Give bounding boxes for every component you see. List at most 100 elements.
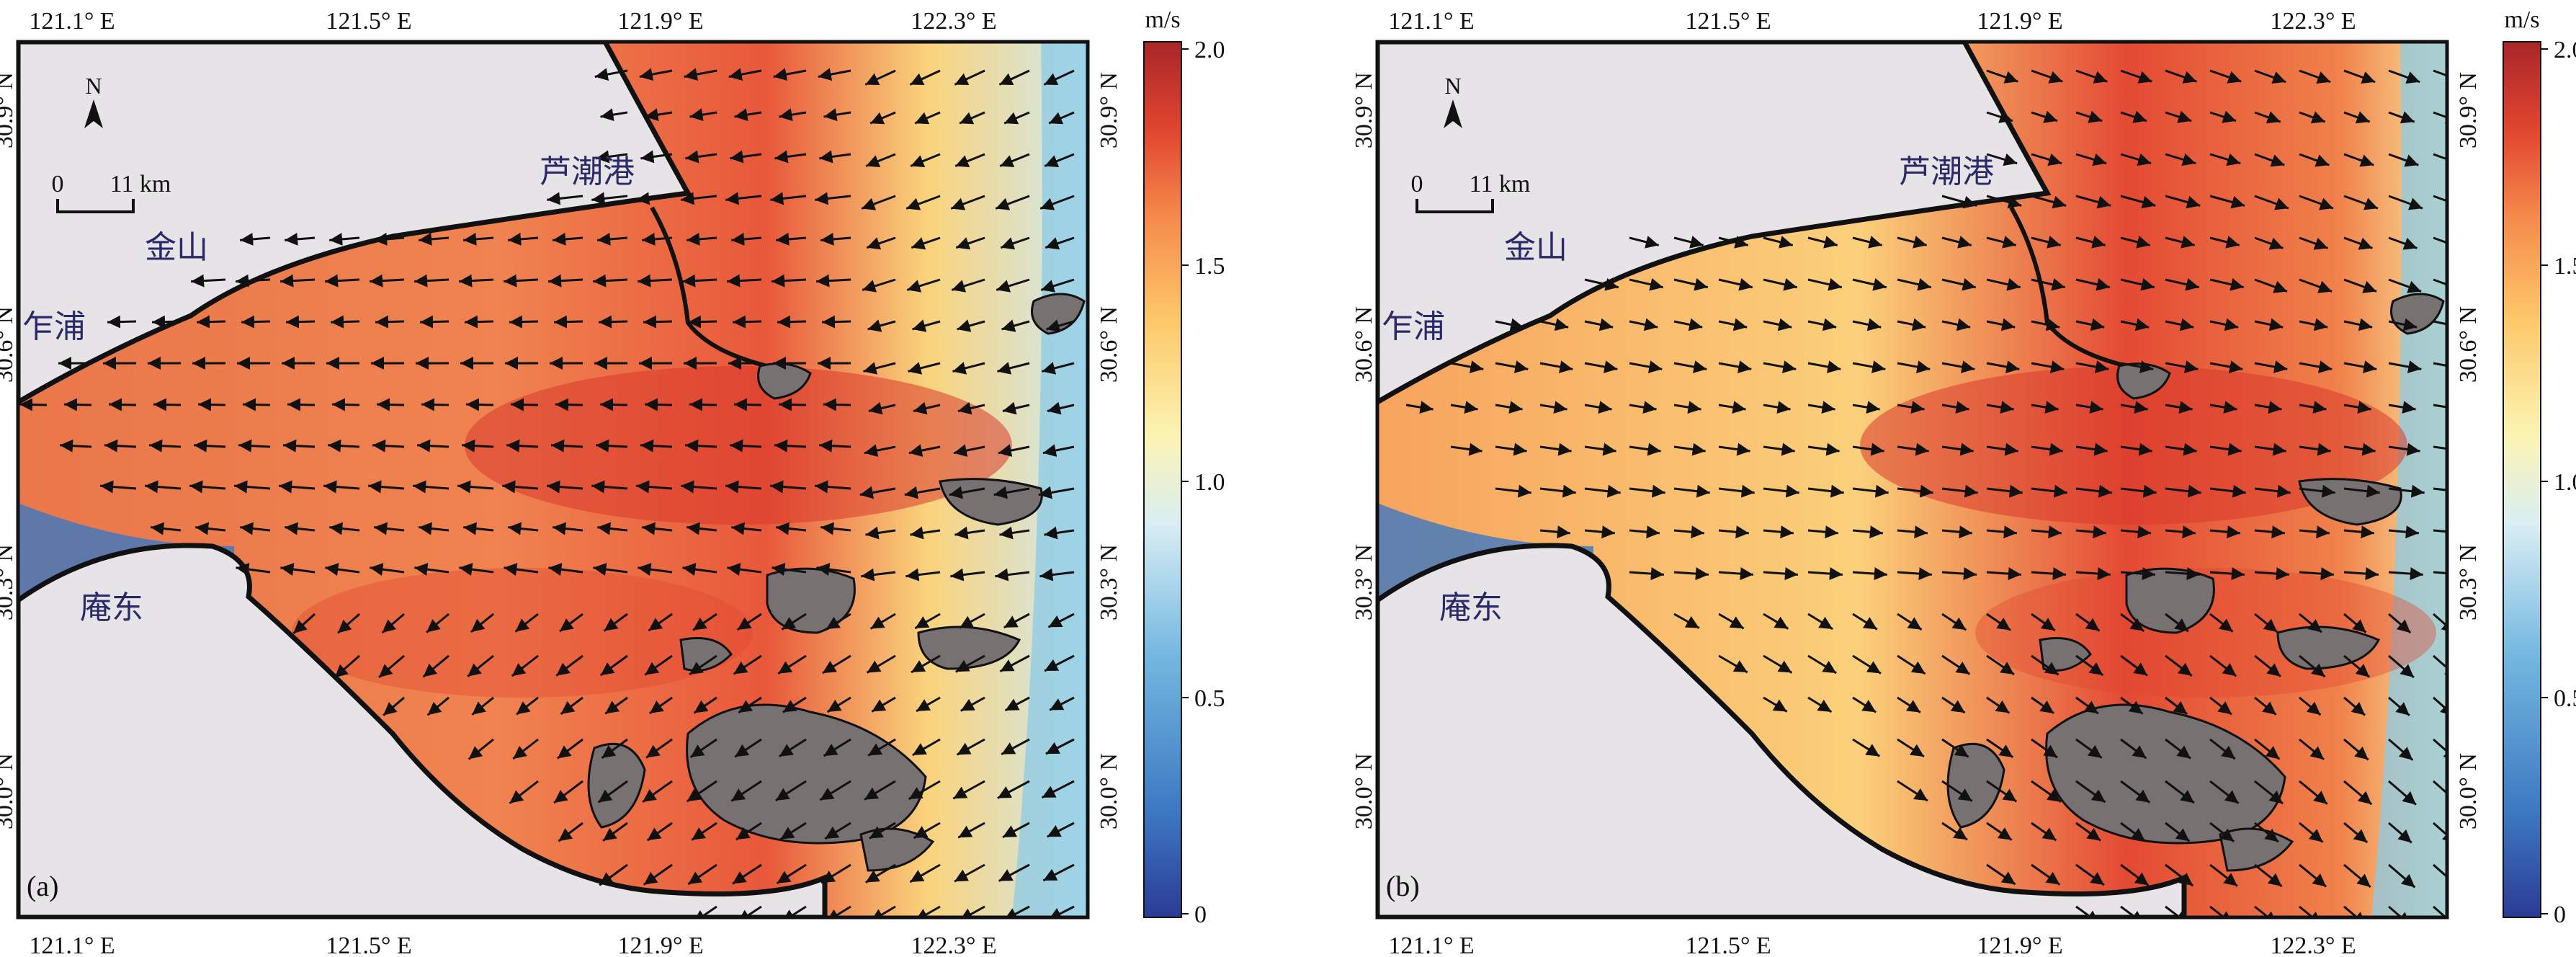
velocity-arrow [950,568,985,582]
velocity-arrow [1941,442,1974,456]
velocity-arrow [1986,696,2011,714]
velocity-arrow [1941,567,1977,581]
velocity-arrow [1718,567,1753,581]
velocity-arrow [1986,567,2021,581]
velocity-arrow [2254,780,2284,805]
lat-tick-right: 30.9° N [2455,72,2482,148]
velocity-arrow [1986,863,2016,886]
velocity-arrow [2075,780,2106,804]
velocity-arrow [2165,236,2196,249]
colorbar-tick-label: 0 [2554,902,2566,928]
velocity-arrow [2120,195,2156,209]
colorbar-tick-label: 1.5 [1194,253,1225,280]
velocity-arrow [637,274,673,288]
lon-tick-bottom: 121.9° E [617,932,703,957]
velocity-arrow [999,654,1030,672]
velocity-arrow [242,398,271,411]
velocity-arrow [2433,362,2447,368]
velocity-arrow [331,398,360,411]
velocity-arrow [1763,654,1793,674]
velocity-arrow [732,863,762,885]
velocity-arrow [684,439,717,453]
velocity-arrow [636,192,673,205]
velocity-arrow [468,738,494,760]
lat-tick-left: 30.9° N [1351,72,1377,148]
velocity-arrow [1049,696,1075,711]
velocity-arrow [1941,277,1977,291]
panel-label: (a) [27,870,58,902]
velocity-arrow [1045,738,1075,755]
velocity-arrow [597,780,628,804]
velocity-arrow [2254,69,2286,84]
velocity-arrow [2075,401,2103,414]
velocity-arrow [1807,442,1840,456]
velocity-arrow [2165,525,2196,539]
velocity-arrow [818,439,851,453]
lat-tick-left: 30.6° N [1351,306,1377,383]
velocity-arrow [1495,318,1524,331]
velocity-arrow [279,274,316,288]
velocity-arrow [2388,613,2412,634]
velocity-arrow [2433,529,2447,533]
lon-tick-bottom: 122.3° E [911,932,996,957]
velocity-arrow [595,439,628,453]
velocity-arrow [325,563,360,577]
velocity-arrow [553,232,583,246]
velocity-arrow [645,108,673,122]
lon-tick-top: 121.5° E [326,8,411,35]
velocity-arrow [686,780,717,803]
velocity-arrow [725,480,762,494]
velocity-arrow [416,439,450,453]
velocity-arrow [1039,568,1075,582]
velocity-arrow [997,362,1030,375]
velocity-arrow [681,192,717,205]
velocity-arrow [2209,613,2234,633]
velocity-arrow [2120,780,2151,804]
velocity-arrow [1629,484,1665,498]
velocity-arrow [2433,320,2447,326]
velocity-arrow [2343,278,2377,293]
velocity-arrow [376,398,405,411]
velocity-arrow [911,654,941,674]
velocity-arrow [509,780,539,804]
velocity-vectors [1405,69,2447,917]
velocity-arrow [2299,822,2324,843]
velocity-arrow [592,274,628,288]
velocity-arrow [2031,696,2054,715]
island [2045,703,2286,845]
velocity-arrow [2031,277,2066,291]
velocity-arrow [2075,654,2104,677]
velocity-arrow [1852,525,1883,539]
velocity-arrow [954,153,985,168]
velocity-arrow [909,863,941,883]
velocity-arrow [2031,236,2062,249]
colorbar-ramp [2503,41,2541,918]
velocity-arrow [2120,318,2150,331]
velocity-arrow [687,863,717,886]
velocity-arrow [2120,863,2150,886]
velocity-arrow [644,654,673,676]
velocity-arrow [292,613,316,635]
velocity-arrow [2120,442,2152,456]
velocity-arrow [949,486,985,499]
velocity-arrow [2209,442,2242,456]
velocity-arrow [1718,654,1748,674]
velocity-arrow [1041,780,1075,799]
place-name: 芦潮港 [1899,153,1994,190]
velocity-arrow [2031,442,2063,456]
velocity-arrow [2120,69,2152,84]
velocity-arrow [2209,360,2243,373]
velocity-arrow [905,195,941,210]
velocity-arrow [1986,613,2011,631]
velocity-arrow [2165,442,2197,456]
velocity-arrow [2343,696,2366,716]
velocity-arrow [728,68,762,81]
velocity-arrow [2075,153,2107,166]
velocity-arrow [1495,484,1531,498]
velocity-arrow [689,654,717,676]
velocity-arrow [1807,318,1837,331]
velocity-arrow [998,444,1030,457]
velocity-arrow [2031,360,2065,373]
velocity-arrow [770,480,807,494]
velocity-arrow [776,522,807,535]
